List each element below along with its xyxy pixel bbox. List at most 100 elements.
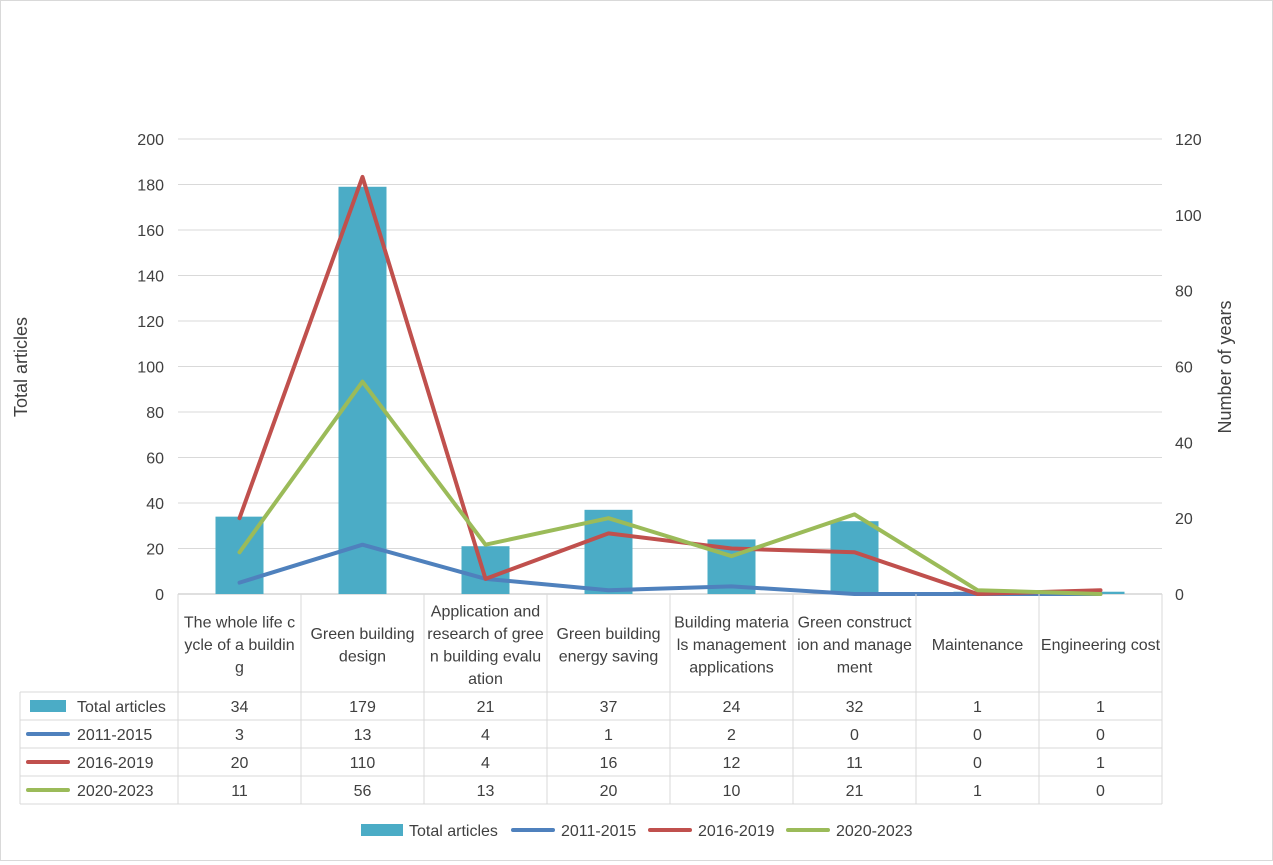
legend-label: 2011-2015 bbox=[561, 823, 636, 840]
right-axis-ticks: 0 20 40 60 80 100 120 bbox=[1175, 132, 1202, 604]
row-series-name: Total articles bbox=[77, 699, 166, 716]
data-table: The whole life c ycle of a buildin g Green … bbox=[19, 594, 1163, 805]
table-cell: 11 bbox=[231, 783, 248, 800]
category-label-line: ion and manage bbox=[797, 637, 912, 654]
left-tick-label: 0 bbox=[155, 587, 164, 604]
category-label-line: Green building bbox=[310, 626, 414, 643]
left-tick-label: 120 bbox=[137, 314, 164, 331]
table-cell: 0 bbox=[1096, 783, 1105, 800]
bar-series bbox=[215, 186, 1125, 594]
category-label-line: ment bbox=[837, 660, 873, 677]
legend-label: 2016-2019 bbox=[698, 823, 775, 840]
left-tick-label: 140 bbox=[137, 269, 164, 286]
legend: Total articles 2011-2015 2016-2019 2020-202… bbox=[361, 823, 913, 840]
left-tick-label: 160 bbox=[137, 223, 164, 240]
table-cell: 4 bbox=[481, 755, 490, 772]
right-tick-label: 40 bbox=[1175, 435, 1193, 452]
category-label-line: Building materia bbox=[674, 615, 789, 632]
category-label-line: Maintenance bbox=[932, 637, 1024, 654]
table-cell: 34 bbox=[231, 699, 249, 716]
table-cell: 37 bbox=[600, 699, 618, 716]
left-tick-label: 180 bbox=[137, 178, 164, 195]
category-label-line: research of gree bbox=[427, 626, 544, 643]
table-cell: 0 bbox=[850, 727, 859, 744]
right-tick-label: 60 bbox=[1175, 360, 1193, 377]
table-cell: 12 bbox=[723, 755, 741, 772]
category-label-line: Green building bbox=[556, 626, 660, 643]
legend-label: 2020-2023 bbox=[836, 823, 913, 840]
right-tick-label: 0 bbox=[1175, 587, 1184, 604]
left-tick-label: 100 bbox=[137, 360, 164, 377]
table-cell: 0 bbox=[1096, 727, 1105, 744]
table-cell: 3 bbox=[235, 727, 244, 744]
table-cell: 21 bbox=[846, 783, 864, 800]
table-cell: 179 bbox=[349, 699, 376, 716]
table-cell: 2 bbox=[727, 727, 736, 744]
table-cell: 4 bbox=[481, 727, 490, 744]
category-label: Maintenance bbox=[932, 637, 1024, 654]
table-cell: 21 bbox=[477, 699, 495, 716]
right-tick-label: 100 bbox=[1175, 208, 1202, 225]
category-label-line: n building evalu bbox=[430, 648, 541, 665]
row-key-swatch bbox=[30, 700, 66, 712]
table-cell: 24 bbox=[723, 699, 741, 716]
line-series bbox=[237, 174, 1103, 596]
table-cell: 1 bbox=[1096, 755, 1105, 772]
left-axis-title: Total articles bbox=[11, 317, 31, 417]
table-cell: 1 bbox=[604, 727, 613, 744]
category-label-line: ycle of a buildin bbox=[184, 637, 294, 654]
bar bbox=[338, 186, 387, 594]
table-cell: 0 bbox=[973, 755, 982, 772]
category-label-line: applications bbox=[689, 660, 774, 677]
table-cell: 20 bbox=[600, 783, 618, 800]
row-series-name: 2020-2023 bbox=[77, 783, 154, 800]
legend-swatch bbox=[361, 824, 403, 836]
right-axis-title: Number of years bbox=[1215, 300, 1235, 433]
gridlines bbox=[178, 138, 1162, 595]
table-cell: 1 bbox=[973, 699, 982, 716]
category-label-line: g bbox=[235, 660, 244, 677]
category-label-line: Green construct bbox=[798, 615, 912, 632]
category-label-line: energy saving bbox=[559, 648, 659, 665]
series-line-2020-2023 bbox=[237, 379, 1103, 596]
table-cell: 11 bbox=[846, 755, 863, 772]
left-axis-ticks: 0 20 40 60 80 100 120 140 160 180 200 bbox=[137, 132, 164, 604]
category-label: Green construct ion and manage ment bbox=[797, 615, 912, 677]
category-label: The whole life c ycle of a buildin g bbox=[184, 615, 295, 677]
left-tick-label: 20 bbox=[146, 542, 164, 559]
category-label-line: Application and bbox=[431, 603, 540, 620]
series-line-2011-2015 bbox=[237, 542, 1103, 596]
table-cell: 20 bbox=[231, 755, 249, 772]
bar bbox=[461, 546, 510, 594]
row-series-name: 2011-2015 bbox=[77, 727, 152, 744]
left-tick-label: 60 bbox=[146, 451, 164, 468]
row-series-name: 2016-2019 bbox=[77, 755, 154, 772]
category-label-line: ation bbox=[468, 671, 503, 688]
category-label-line: The whole life c bbox=[184, 615, 295, 632]
table-cell: 13 bbox=[354, 727, 372, 744]
table-cell: 10 bbox=[723, 783, 741, 800]
right-tick-label: 20 bbox=[1175, 511, 1193, 528]
right-tick-label: 80 bbox=[1175, 284, 1193, 301]
category-label: Building materia ls management application… bbox=[674, 615, 789, 677]
table-cell: 13 bbox=[477, 783, 495, 800]
left-tick-label: 40 bbox=[146, 496, 164, 513]
right-tick-label: 120 bbox=[1175, 132, 1202, 149]
table-cell: 32 bbox=[846, 699, 864, 716]
table-cell: 1 bbox=[1096, 699, 1105, 716]
category-label: Green building energy saving bbox=[556, 626, 660, 666]
table-cell: 110 bbox=[350, 755, 376, 772]
left-tick-label: 200 bbox=[137, 132, 164, 149]
category-label-line: Engineering cost bbox=[1041, 637, 1161, 654]
category-label-line: ls management bbox=[677, 637, 787, 654]
table-cell: 16 bbox=[600, 755, 618, 772]
legend-label: Total articles bbox=[409, 823, 498, 840]
table-cell: 56 bbox=[354, 783, 372, 800]
category-label: Application and research of gree n buildin… bbox=[427, 603, 544, 688]
category-label: Green building design bbox=[310, 626, 414, 666]
table-cell: 1 bbox=[973, 783, 982, 800]
series-line-2016-2019 bbox=[237, 174, 1103, 596]
table-cell: 0 bbox=[973, 727, 982, 744]
